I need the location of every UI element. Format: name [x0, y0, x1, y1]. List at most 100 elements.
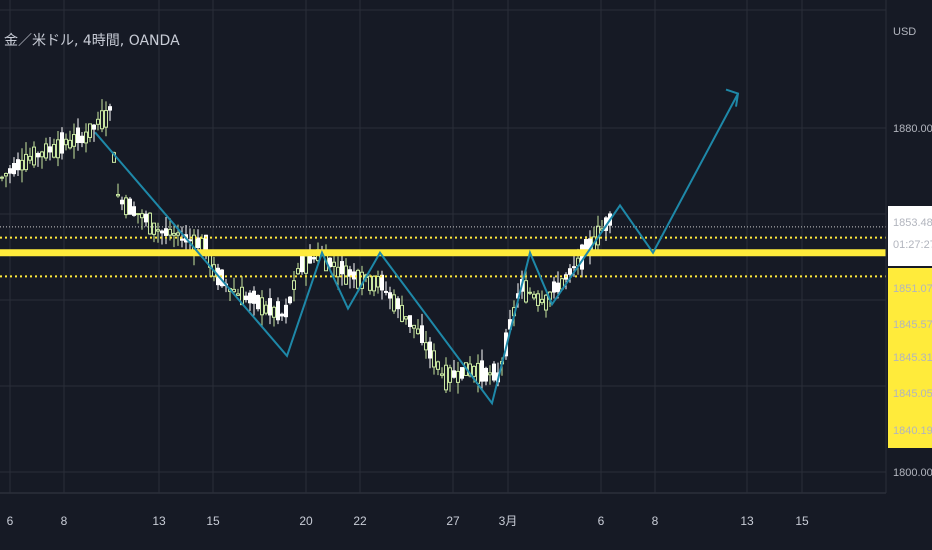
candle-body — [48, 146, 52, 153]
candle-body — [368, 275, 372, 291]
candle-body — [404, 316, 408, 320]
candle-body — [556, 282, 560, 293]
candle-body — [124, 197, 128, 216]
candle-body — [436, 361, 440, 370]
y-tick-label: 1880.000 — [893, 123, 932, 135]
candle-body — [116, 194, 120, 197]
candle-body — [476, 362, 480, 384]
candle-body — [100, 110, 104, 130]
x-tick-label: 8 — [61, 514, 68, 528]
price-label: 1845.571 — [893, 319, 932, 331]
candle-body — [44, 143, 48, 159]
x-tick-label: 15 — [795, 514, 809, 528]
candle-body — [420, 325, 424, 343]
candle-body — [156, 229, 160, 232]
candle-body — [532, 293, 536, 299]
candle-body — [388, 292, 392, 299]
zigzag-line — [94, 93, 739, 406]
candle-body — [152, 222, 156, 235]
candle-body — [256, 294, 260, 310]
candle-body — [264, 304, 268, 314]
candle-body — [244, 295, 248, 301]
candle-body — [428, 341, 432, 359]
horizontal-levels — [0, 226, 886, 278]
candle-body — [296, 268, 300, 275]
candle-body — [332, 261, 336, 267]
candle-body — [164, 228, 168, 236]
zigzag-projection — [94, 88, 740, 406]
candle-body — [160, 230, 164, 234]
candle-body — [168, 228, 172, 236]
candle-body — [348, 269, 352, 277]
candle-body — [16, 159, 20, 171]
candle-body — [92, 124, 96, 130]
candle-body — [400, 304, 404, 322]
candle-body — [336, 266, 340, 278]
candle-body — [36, 152, 40, 158]
candle-body — [148, 212, 152, 235]
candle-body — [12, 162, 16, 175]
candle-body — [196, 237, 200, 249]
candle-body — [252, 290, 256, 304]
price-badge-current — [888, 206, 932, 266]
zigzag-arrowhead — [725, 88, 740, 107]
candle-body — [76, 127, 80, 144]
candle-body — [276, 301, 280, 321]
candle-body — [468, 363, 472, 377]
candle-body — [56, 139, 60, 159]
candle-body — [96, 118, 100, 125]
candle-body — [8, 168, 12, 174]
price-label: 01:27:27 — [893, 239, 932, 251]
candle-body — [260, 297, 264, 316]
candle-body — [132, 206, 136, 216]
candle-body — [88, 123, 92, 138]
candle-body — [0, 176, 4, 179]
candle-body — [392, 294, 396, 312]
candle-body — [340, 261, 344, 275]
price-axis[interactable]: USD1800.0001820.0001840.0001860.0001880.… — [885, 0, 932, 493]
x-tick-label: 27 — [446, 514, 460, 528]
candle-body — [540, 298, 544, 304]
price-label: 1845.059 — [893, 388, 932, 400]
candle-body — [460, 367, 464, 379]
candle-body — [572, 266, 576, 269]
candle-body — [544, 294, 548, 311]
candle-body — [120, 199, 124, 205]
x-tick-label: 13 — [740, 514, 754, 528]
candle-body — [128, 198, 132, 215]
candle-body — [528, 291, 532, 294]
candle-body — [492, 363, 496, 381]
price-label: 1840.198 — [893, 425, 932, 437]
candle-body — [300, 253, 304, 273]
candle-body — [60, 132, 64, 154]
x-tick-label: 6 — [598, 514, 605, 528]
time-axis[interactable]: 6 8 13 15 20 22 27 3月 6 8 13 15 — [7, 514, 809, 528]
chart-title: 金／米ドル, 4時間, OANDA — [4, 33, 180, 49]
candle-body — [80, 135, 84, 144]
candle-body — [24, 153, 28, 171]
candle-body — [200, 237, 204, 252]
price-label: 1853.485 — [893, 217, 932, 229]
x-tick-label: 22 — [353, 514, 367, 528]
candle-body — [108, 106, 112, 111]
candle-body — [416, 328, 420, 335]
candle-body — [64, 138, 68, 146]
candle-body — [104, 110, 108, 128]
candle-body — [372, 275, 376, 292]
candle-body — [32, 146, 36, 166]
candle-body — [484, 367, 488, 382]
candle-body — [180, 238, 184, 241]
candle-body — [292, 280, 296, 290]
candle-body — [144, 213, 148, 223]
candle-body — [4, 173, 8, 177]
candle-body — [52, 144, 56, 158]
candle-body — [432, 350, 436, 368]
candle-body — [380, 274, 384, 291]
candle-body — [40, 151, 44, 158]
candle-body — [524, 280, 528, 303]
grid-lines — [0, 0, 886, 494]
candle-body — [356, 269, 360, 289]
candle-body — [68, 139, 72, 149]
candle-body — [268, 298, 272, 316]
